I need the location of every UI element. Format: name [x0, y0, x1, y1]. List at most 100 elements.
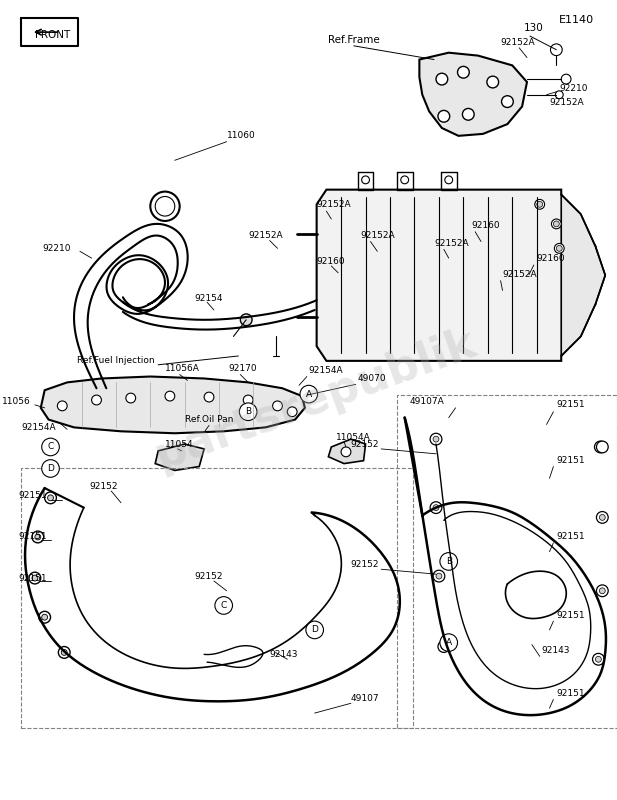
- Text: FRONT: FRONT: [35, 30, 70, 40]
- Circle shape: [288, 407, 297, 417]
- Circle shape: [599, 514, 605, 520]
- Text: D: D: [47, 464, 54, 473]
- Circle shape: [44, 492, 56, 504]
- Text: A: A: [306, 390, 312, 398]
- Text: 92151: 92151: [557, 533, 585, 542]
- Text: 92170: 92170: [228, 364, 257, 373]
- Text: 92151: 92151: [557, 610, 585, 620]
- Text: 92210: 92210: [559, 84, 588, 94]
- Text: 11056: 11056: [2, 398, 31, 406]
- Text: Ref.Frame: Ref.Frame: [328, 35, 379, 45]
- Circle shape: [445, 176, 453, 184]
- Circle shape: [401, 176, 408, 184]
- Circle shape: [433, 436, 439, 442]
- Circle shape: [341, 447, 351, 457]
- Text: A: A: [445, 638, 452, 647]
- Text: D: D: [311, 626, 318, 634]
- Text: 92160: 92160: [471, 222, 500, 230]
- Text: 92152: 92152: [350, 560, 379, 569]
- Circle shape: [57, 401, 67, 410]
- Text: 11054: 11054: [165, 439, 194, 449]
- Text: Ref.Fuel Injection: Ref.Fuel Injection: [77, 356, 155, 366]
- Circle shape: [239, 403, 257, 421]
- Text: 11060: 11060: [226, 131, 255, 140]
- Circle shape: [550, 44, 562, 56]
- Circle shape: [243, 395, 253, 405]
- Circle shape: [440, 634, 458, 651]
- Text: 92151: 92151: [557, 689, 585, 698]
- Text: 92152A: 92152A: [550, 98, 584, 107]
- Circle shape: [597, 585, 608, 597]
- Text: 92143: 92143: [542, 646, 570, 655]
- Text: 92152A: 92152A: [500, 38, 535, 47]
- Circle shape: [32, 531, 44, 543]
- Text: 11054A: 11054A: [336, 433, 371, 442]
- Text: 92152A: 92152A: [248, 231, 283, 240]
- Text: 92151: 92151: [557, 456, 585, 465]
- Text: 92160: 92160: [317, 257, 346, 266]
- Circle shape: [362, 176, 370, 184]
- Circle shape: [597, 511, 608, 523]
- Circle shape: [458, 66, 470, 78]
- Text: 49107A: 49107A: [410, 398, 444, 406]
- Text: B: B: [245, 407, 251, 416]
- Polygon shape: [41, 377, 305, 434]
- Text: 92151: 92151: [19, 574, 47, 582]
- Circle shape: [537, 202, 542, 207]
- Circle shape: [555, 91, 563, 98]
- Circle shape: [487, 76, 499, 88]
- Circle shape: [430, 502, 442, 514]
- Text: C: C: [48, 442, 54, 451]
- Circle shape: [438, 110, 450, 122]
- Circle shape: [165, 391, 175, 401]
- Bar: [21, 469, 413, 728]
- Circle shape: [48, 495, 54, 501]
- Circle shape: [61, 650, 67, 655]
- Circle shape: [42, 438, 59, 456]
- Circle shape: [42, 460, 59, 478]
- Circle shape: [91, 395, 101, 405]
- Circle shape: [151, 192, 180, 221]
- Circle shape: [436, 74, 448, 85]
- Circle shape: [502, 96, 513, 107]
- Text: 92160: 92160: [537, 254, 565, 262]
- Text: C: C: [220, 601, 227, 610]
- Circle shape: [433, 570, 445, 582]
- Circle shape: [306, 621, 323, 638]
- Text: 92151: 92151: [19, 533, 47, 542]
- Circle shape: [555, 243, 564, 254]
- Polygon shape: [317, 190, 595, 361]
- Circle shape: [39, 611, 51, 623]
- Circle shape: [42, 614, 48, 620]
- Circle shape: [273, 401, 283, 410]
- Circle shape: [552, 219, 561, 229]
- Bar: [397, 395, 617, 728]
- Text: 92152: 92152: [89, 482, 118, 490]
- Circle shape: [553, 221, 559, 227]
- Circle shape: [59, 646, 70, 658]
- Text: 92152A: 92152A: [502, 270, 537, 279]
- Circle shape: [35, 534, 41, 540]
- Circle shape: [215, 597, 233, 614]
- Circle shape: [29, 572, 41, 584]
- Circle shape: [433, 505, 439, 510]
- Circle shape: [204, 392, 214, 402]
- Circle shape: [436, 573, 442, 579]
- Text: 92143: 92143: [270, 650, 298, 659]
- Circle shape: [595, 656, 602, 662]
- Text: 92151: 92151: [19, 491, 47, 500]
- Text: 92154A: 92154A: [21, 423, 56, 432]
- Text: B: B: [445, 557, 452, 566]
- Circle shape: [592, 654, 604, 665]
- Circle shape: [535, 199, 545, 210]
- Circle shape: [241, 314, 252, 326]
- Text: partsrepublik: partsrepublik: [148, 322, 482, 478]
- Circle shape: [595, 441, 607, 453]
- Circle shape: [599, 588, 605, 594]
- Circle shape: [557, 246, 562, 251]
- Circle shape: [441, 644, 447, 650]
- Circle shape: [462, 109, 474, 120]
- Polygon shape: [561, 194, 605, 356]
- Text: Ref.Oil Pan: Ref.Oil Pan: [185, 415, 233, 424]
- Circle shape: [430, 434, 442, 445]
